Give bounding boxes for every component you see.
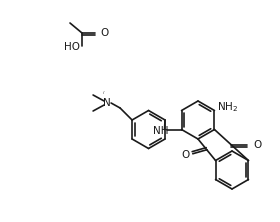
Text: N: N <box>103 98 111 108</box>
Text: O: O <box>182 150 190 160</box>
Text: /: / <box>103 91 105 95</box>
Text: NH$_2$: NH$_2$ <box>218 101 239 114</box>
Text: NH: NH <box>153 125 168 135</box>
Text: HO: HO <box>64 42 80 52</box>
Text: O: O <box>253 140 262 150</box>
Text: O: O <box>100 28 108 38</box>
